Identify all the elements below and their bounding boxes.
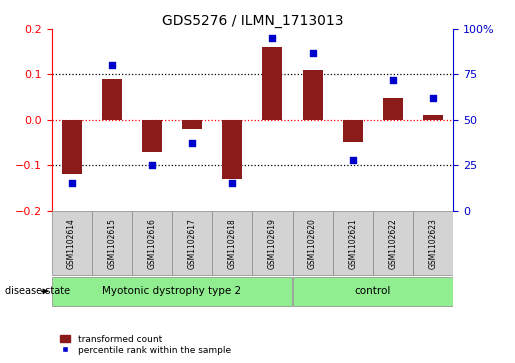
Text: GSM1102620: GSM1102620 [308,218,317,269]
Text: GSM1102617: GSM1102617 [187,218,197,269]
Text: GSM1102623: GSM1102623 [428,218,438,269]
Text: GSM1102618: GSM1102618 [228,218,237,269]
Bar [62,120,81,174]
Bar [101,79,122,120]
Bar [302,70,322,120]
Bar [222,120,242,179]
Point [429,95,437,101]
Point [308,50,317,56]
Point [148,162,156,168]
Point [108,62,116,68]
Point [349,157,357,163]
Text: Myotonic dystrophy type 2: Myotonic dystrophy type 2 [102,286,242,296]
Text: GSM1102614: GSM1102614 [67,218,76,269]
FancyBboxPatch shape [293,211,333,275]
FancyBboxPatch shape [333,211,373,275]
Bar [423,115,443,120]
Bar [262,47,282,120]
FancyBboxPatch shape [52,277,292,306]
FancyBboxPatch shape [413,211,453,275]
Text: GSM1102619: GSM1102619 [268,218,277,269]
Bar [182,120,202,129]
Point [67,180,76,186]
Point [228,180,236,186]
Bar [383,98,403,120]
FancyBboxPatch shape [172,211,212,275]
FancyBboxPatch shape [132,211,172,275]
Point [188,140,196,146]
Title: GDS5276 / ILMN_1713013: GDS5276 / ILMN_1713013 [162,14,343,28]
Point [268,35,277,41]
Text: disease state: disease state [5,286,70,296]
FancyBboxPatch shape [293,277,453,306]
Text: GSM1102615: GSM1102615 [107,218,116,269]
Text: GSM1102616: GSM1102616 [147,218,157,269]
Text: control: control [355,286,391,296]
Bar [342,120,363,143]
FancyBboxPatch shape [373,211,413,275]
Point [389,77,397,83]
FancyBboxPatch shape [52,211,92,275]
FancyBboxPatch shape [212,211,252,275]
FancyBboxPatch shape [252,211,293,275]
Text: GSM1102622: GSM1102622 [388,218,398,269]
Bar [142,120,162,152]
FancyBboxPatch shape [92,211,132,275]
Text: GSM1102621: GSM1102621 [348,218,357,269]
Legend: transformed count, percentile rank within the sample: transformed count, percentile rank withi… [56,331,234,359]
